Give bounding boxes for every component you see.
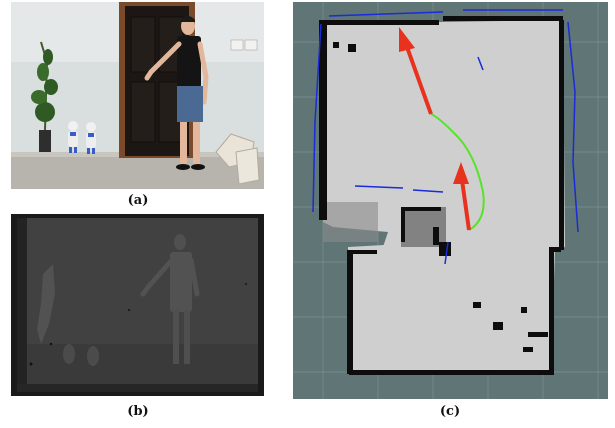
panel-c-map bbox=[293, 2, 608, 399]
panel-a-photo bbox=[11, 2, 264, 189]
caption-c: (c) bbox=[430, 404, 470, 419]
caption-b: (b) bbox=[118, 404, 158, 419]
caption-a: (a) bbox=[118, 193, 158, 208]
panel-b-depth bbox=[11, 214, 264, 396]
photo-illustration bbox=[11, 2, 264, 189]
map-illustration bbox=[293, 2, 608, 399]
depth-illustration bbox=[11, 214, 264, 396]
